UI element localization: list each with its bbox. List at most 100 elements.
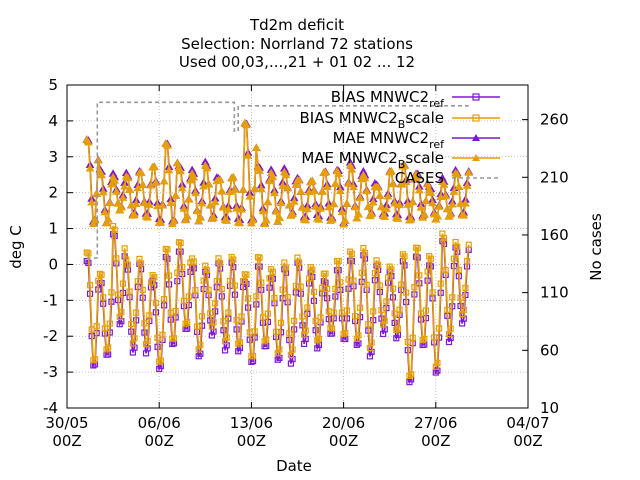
series-marker-bias-bscale	[447, 325, 454, 332]
series-marker-bias-bscale	[302, 327, 309, 334]
series-marker-bias-bscale	[95, 277, 102, 284]
series-marker-mae-bscale	[383, 191, 393, 200]
series-marker-mae-bscale	[416, 203, 426, 211]
series-marker-bias-bscale	[86, 282, 94, 289]
series-marker-bias-bscale	[394, 325, 402, 332]
series-marker-bias-bscale	[264, 310, 271, 317]
series-marker-mae-bscale	[461, 199, 470, 207]
series-marker-bias-ref	[131, 344, 138, 351]
series-marker-bias-ref	[197, 350, 204, 357]
series-marker-mae-bscale	[191, 188, 200, 197]
series-marker-bias-bscale	[363, 281, 370, 288]
series-marker-bias-bscale	[370, 308, 377, 315]
series-marker-mae-bscale	[342, 199, 352, 207]
series-marker-mae-bscale	[352, 213, 362, 222]
series-marker-bias-bscale	[358, 269, 365, 276]
series-marker-bias-bscale	[408, 371, 415, 378]
series-marker-bias-bscale	[353, 335, 360, 342]
chart-title-line-2: Selection: Norrland 72 stations	[181, 35, 413, 53]
series-marker-mae-bscale	[149, 162, 159, 170]
series-marker-mae-bscale	[100, 207, 110, 216]
series-marker-mae-bscale	[179, 204, 189, 212]
series-marker-bias-bscale	[455, 266, 462, 274]
series-marker-bias-bscale	[296, 259, 303, 266]
series-marker-mae-bscale	[123, 173, 133, 182]
series-marker-bias-bscale	[124, 261, 132, 268]
series-marker-bias-bscale	[371, 270, 378, 277]
series-marker-bias-bscale	[421, 335, 428, 343]
series-marker-mae-bscale	[316, 204, 325, 212]
series-marker-bias-bscale	[226, 277, 234, 285]
series-marker-mae-bscale	[426, 188, 436, 196]
series-marker-mae-bscale	[367, 209, 376, 218]
x-tick-label-time: 00Z	[237, 432, 266, 450]
series-marker-mae-bscale	[368, 197, 378, 206]
series-marker-bias-ref	[353, 341, 360, 348]
series-marker-mae-bscale	[330, 179, 340, 187]
series-marker-bias-bscale	[381, 317, 388, 324]
series-marker-mae-bscale	[159, 176, 169, 185]
y2-axis-label: No cases	[587, 213, 605, 281]
x-tick-label-date: 30/05	[45, 414, 88, 432]
series-marker-bias-bscale	[230, 256, 237, 263]
series-marker-bias-bscale	[327, 324, 334, 331]
series-marker-bias-bscale	[172, 307, 179, 315]
y-tick-label: 5	[48, 76, 58, 94]
series-line-bias-bscale	[86, 225, 470, 378]
series-marker-mae-bscale	[164, 165, 174, 174]
legend-marker	[472, 154, 480, 161]
series-marker-bias-bscale	[152, 299, 160, 307]
series-marker-mae-bscale	[388, 179, 398, 188]
series-marker-bias-bscale	[113, 255, 120, 262]
series-marker-mae-bscale	[181, 215, 190, 224]
series-marker-mae-bscale	[321, 168, 330, 176]
series-marker-bias-bscale	[141, 320, 148, 327]
series-marker-mae-bscale	[354, 210, 363, 218]
series-marker-mae-bscale	[401, 177, 411, 185]
series-marker-bias-bscale	[245, 295, 252, 302]
series-marker-bias-bscale	[442, 266, 449, 274]
series-marker-bias-bscale	[276, 346, 283, 353]
x-axis-label: Date	[276, 457, 312, 475]
series-marker-bias-bscale	[305, 275, 313, 282]
series-marker-bias-bscale	[91, 356, 99, 363]
series-marker-mae-bscale	[192, 206, 202, 215]
y2-tick-label: 210	[540, 168, 569, 186]
series-marker-mae-bscale	[84, 138, 93, 146]
series-marker-mae-bscale	[271, 207, 281, 215]
series-marker-bias-bscale	[177, 239, 184, 247]
series-marker-bias-bscale	[119, 280, 127, 287]
series-marker-bias-bscale	[259, 314, 267, 321]
series-marker-mae-bscale	[433, 211, 442, 220]
series-marker-bias-bscale	[179, 264, 186, 271]
series-marker-bias-bscale	[96, 270, 104, 277]
series-marker-mae-bscale	[222, 216, 232, 224]
series-marker-mae-bscale	[421, 196, 431, 204]
series-marker-bias-bscale	[424, 268, 431, 275]
series-marker-bias-bscale	[180, 297, 187, 304]
series-marker-bias-bscale	[205, 286, 212, 293]
series-marker-bias-bscale	[121, 245, 128, 252]
series-marker-bias-bscale	[277, 319, 285, 326]
series-marker-bias-bscale	[203, 266, 211, 274]
series-marker-bias-bscale	[465, 241, 472, 248]
series-marker-bias-ref	[314, 345, 321, 352]
series-marker-bias-bscale	[221, 337, 229, 345]
series-marker-bias-bscale	[164, 246, 171, 253]
series-marker-bias-bscale	[114, 291, 122, 298]
series-marker-bias-ref	[289, 355, 296, 363]
series-marker-mae-bscale	[276, 198, 286, 207]
series-marker-mae-bscale	[151, 178, 161, 186]
series-marker-bias-bscale	[335, 257, 342, 265]
series-marker-bias-bscale	[220, 318, 227, 325]
series-marker-mae-bscale	[219, 203, 228, 211]
series-marker-bias-bscale	[403, 289, 410, 296]
series-marker-mae-bscale	[334, 169, 344, 177]
x-tick-label-time: 00Z	[52, 432, 81, 450]
series-marker-mae-bscale	[171, 191, 181, 199]
series-marker-bias-bscale	[384, 274, 392, 281]
series-marker-bias-bscale	[431, 334, 438, 341]
series-marker-bias-bscale	[416, 272, 423, 279]
series-marker-bias-bscale	[350, 277, 357, 284]
series-marker-bias-bscale	[225, 309, 232, 316]
